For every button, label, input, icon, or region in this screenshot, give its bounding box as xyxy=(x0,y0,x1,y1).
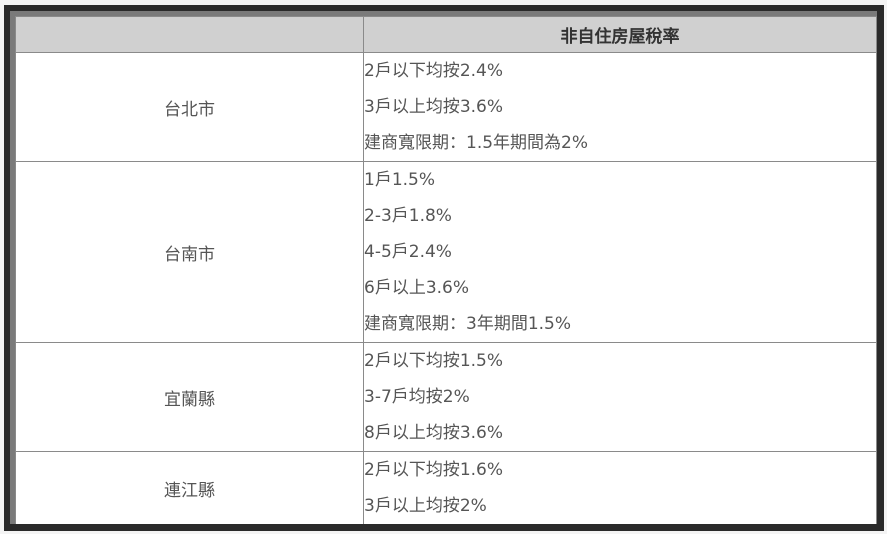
rates-cell: 1戶1.5% 2-3戶1.8% 4-5戶2.4% 6戶以上3.6% 建商寬限期：3年期間… xyxy=(363,161,877,343)
table-header-row: 非自住房屋稅率 xyxy=(15,16,877,53)
table-row: 宜蘭縣 2戶以下均按1.5% 3-7戶均按2% 8戶以上均按3.6% xyxy=(15,342,877,452)
rates-cell: 2戶以下均按1.5% 3-7戶均按2% 8戶以上均按3.6% xyxy=(363,342,877,452)
city-cell: 宜蘭縣 xyxy=(15,342,364,452)
rates-cell: 2戶以下均按2.4% 3戶以上均按3.6% 建商寬限期：1.5年期間為2% xyxy=(363,52,877,162)
rate-line: 2-3戶1.8% xyxy=(364,206,452,226)
rate-line: 8戶以上均按3.6% xyxy=(364,423,504,443)
rate-line: 2戶以下均按2.4% xyxy=(364,61,504,81)
rate-line: 建商寬限期：3年期間1.5% xyxy=(364,314,572,334)
header-city xyxy=(15,16,364,53)
table-row: 台南市 1戶1.5% 2-3戶1.8% 4-5戶2.4% 6戶以上3.6% 建商寬限期：3… xyxy=(15,161,877,343)
header-tax-rate: 非自住房屋稅率 xyxy=(363,16,877,53)
city-cell: 連江縣 xyxy=(15,451,364,524)
rate-line: 3-7戶均按2% xyxy=(364,387,470,407)
city-cell: 台南市 xyxy=(15,161,364,343)
city-cell: 台北市 xyxy=(15,52,364,162)
rate-line: 6戶以上3.6% xyxy=(364,278,470,298)
rates-cell: 2戶以下均按1.6% 3戶以上均按2% xyxy=(363,451,877,524)
table-frame: 非自住房屋稅率 台北市 2戶以下均按2.4% 3戶以上均按3.6% 建商寬限期：1.5… xyxy=(4,5,884,531)
rate-line: 4-5戶2.4% xyxy=(364,242,452,262)
table-row: 連江縣 2戶以下均按1.6% 3戶以上均按2% xyxy=(15,451,877,524)
rate-line: 2戶以下均按1.5% xyxy=(364,351,504,371)
table-container: 非自住房屋稅率 台北市 2戶以下均按2.4% 3戶以上均按3.6% 建商寬限期：1.5… xyxy=(15,16,877,524)
table-frame-inner: 非自住房屋稅率 台北市 2戶以下均按2.4% 3戶以上均按3.6% 建商寬限期：1.5… xyxy=(10,11,877,524)
table-row: 台北市 2戶以下均按2.4% 3戶以上均按3.6% 建商寬限期：1.5年期間為2% xyxy=(15,52,877,162)
rate-line: 3戶以上均按3.6% xyxy=(364,97,504,117)
rate-line: 建商寬限期：1.5年期間為2% xyxy=(364,133,589,153)
rate-line: 3戶以上均按2% xyxy=(364,496,487,516)
rate-line: 2戶以下均按1.6% xyxy=(364,460,504,480)
tax-rate-table: 非自住房屋稅率 台北市 2戶以下均按2.4% 3戶以上均按3.6% 建商寬限期：1.5… xyxy=(15,16,877,524)
rate-line: 1戶1.5% xyxy=(364,170,436,190)
